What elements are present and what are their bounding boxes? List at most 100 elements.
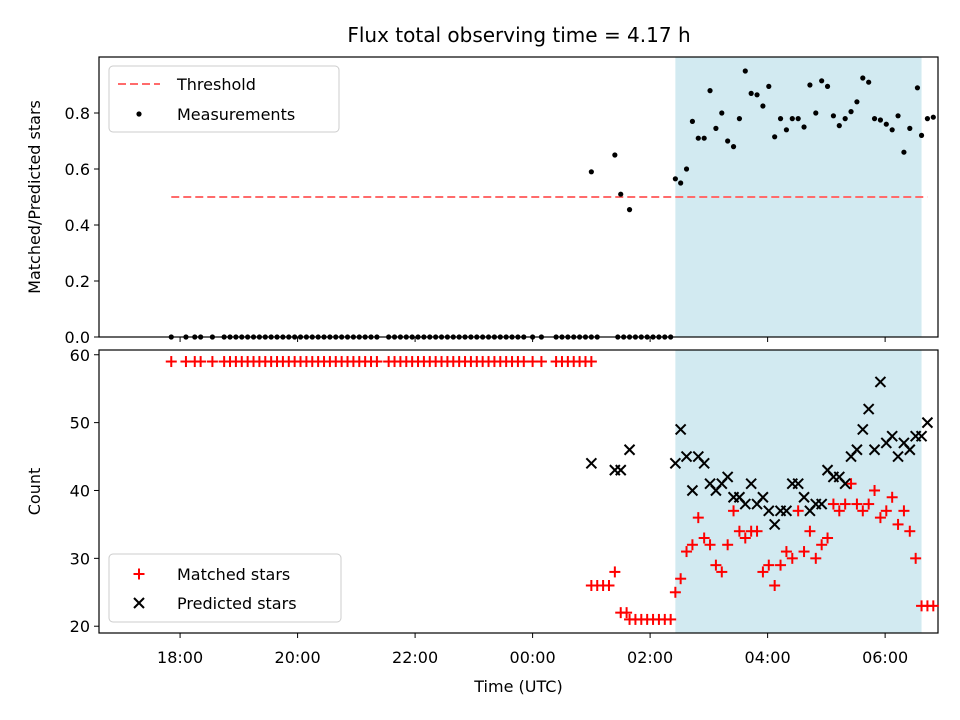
measurement-point [303,334,309,340]
measurement-point [725,138,731,144]
measurement-point [707,88,713,94]
predicted-point [868,444,881,456]
measurement-point [638,334,644,340]
predicted-point [763,505,775,517]
predicted-point [585,457,598,470]
measurement-point [192,334,198,340]
matched-point [609,566,621,578]
measurement-point [914,85,921,91]
measurement-point [626,334,633,340]
measurement-point [644,334,650,340]
predicted-point [669,457,682,470]
measurement-point [209,334,215,340]
matched-point [927,600,939,612]
measurement-point [678,180,684,186]
matched-point [371,356,383,368]
measurement-point [766,83,772,89]
measurement-point [860,75,866,81]
matched-point [585,356,597,368]
measurement-point [830,113,837,119]
matched-point [728,505,740,517]
predicted-point [680,450,693,463]
measurement-point [621,334,627,340]
measurement-point [427,334,433,340]
highlight-span [675,350,922,633]
measurement-point [409,334,415,340]
measurement-point [274,334,280,340]
measurement-point [239,334,245,340]
matched-point [692,512,704,524]
matched-point [669,586,681,598]
measurement-point [656,334,662,340]
measurement-point [695,135,701,141]
measurement-point [848,109,854,115]
measurement-point [668,334,674,340]
x-tick-label: 20:00 [275,648,321,667]
measurement-point [588,334,594,340]
measurement-point [530,334,536,340]
matched-point [195,356,207,368]
matched-point [804,525,816,537]
predicted-point [745,477,757,490]
measurement-point [883,121,889,127]
legend-measurements-label: Measurements [177,105,295,124]
measurement-point [415,334,421,340]
predicted-point [674,423,687,436]
measurement-point [836,123,842,129]
matched-point [716,566,728,578]
legend-box [108,553,342,623]
y-tick-label: 0.2 [65,272,90,291]
predicted-point [768,518,781,531]
legend-box [108,65,340,133]
legend-predicted-label: Predicted stars [177,594,297,613]
measurement-point [618,191,624,197]
measurement-point [742,68,748,74]
predicted-point [615,464,627,476]
measurement-point [497,334,503,340]
measurement-point [198,334,204,340]
x-tick-label: 06:00 [862,648,908,667]
measurement-point [918,132,925,138]
measurement-point [333,334,339,340]
measurement-point [462,334,468,340]
measurement-point [813,110,819,116]
y-tick-label: 0.6 [65,160,90,179]
matched-point [857,505,869,517]
measurement-point [474,334,480,340]
predicted-point [862,403,875,415]
measurement-point [615,334,621,340]
measurement-point [468,334,474,340]
measurement-point [626,207,633,213]
matched-point [763,559,775,571]
legend-bottom: Matched stars Predicted stars [108,553,342,623]
measurement-point [866,79,872,85]
y-tick-label: 50 [70,414,90,433]
measurement-point [772,134,778,140]
measurement-point [719,110,725,116]
legend-matched-label: Matched stars [177,565,290,584]
matched-point [769,579,781,591]
measurement-point [819,78,825,84]
measurement-point [280,334,286,340]
predicted-point [623,444,636,456]
predicted-point [839,477,851,490]
y-axis-label: Matched/Predicted stars [25,100,44,294]
measurement-point [256,334,262,340]
matched-point [710,559,722,571]
measurement-point [245,334,251,340]
measurement-point [344,334,351,340]
matched-point [165,356,177,368]
y-tick-label: 20 [70,617,90,636]
predicted-point [780,505,793,517]
measurement-point [339,334,345,340]
measurement-point [789,116,795,122]
measurement-point [403,334,409,340]
matched-point [775,559,787,571]
measurement-point [183,334,189,340]
measurement-point [391,334,398,340]
legend-threshold-label: Threshold [176,75,256,94]
measurement-point [801,124,807,130]
matched-point [827,498,839,510]
matched-point [698,532,710,544]
